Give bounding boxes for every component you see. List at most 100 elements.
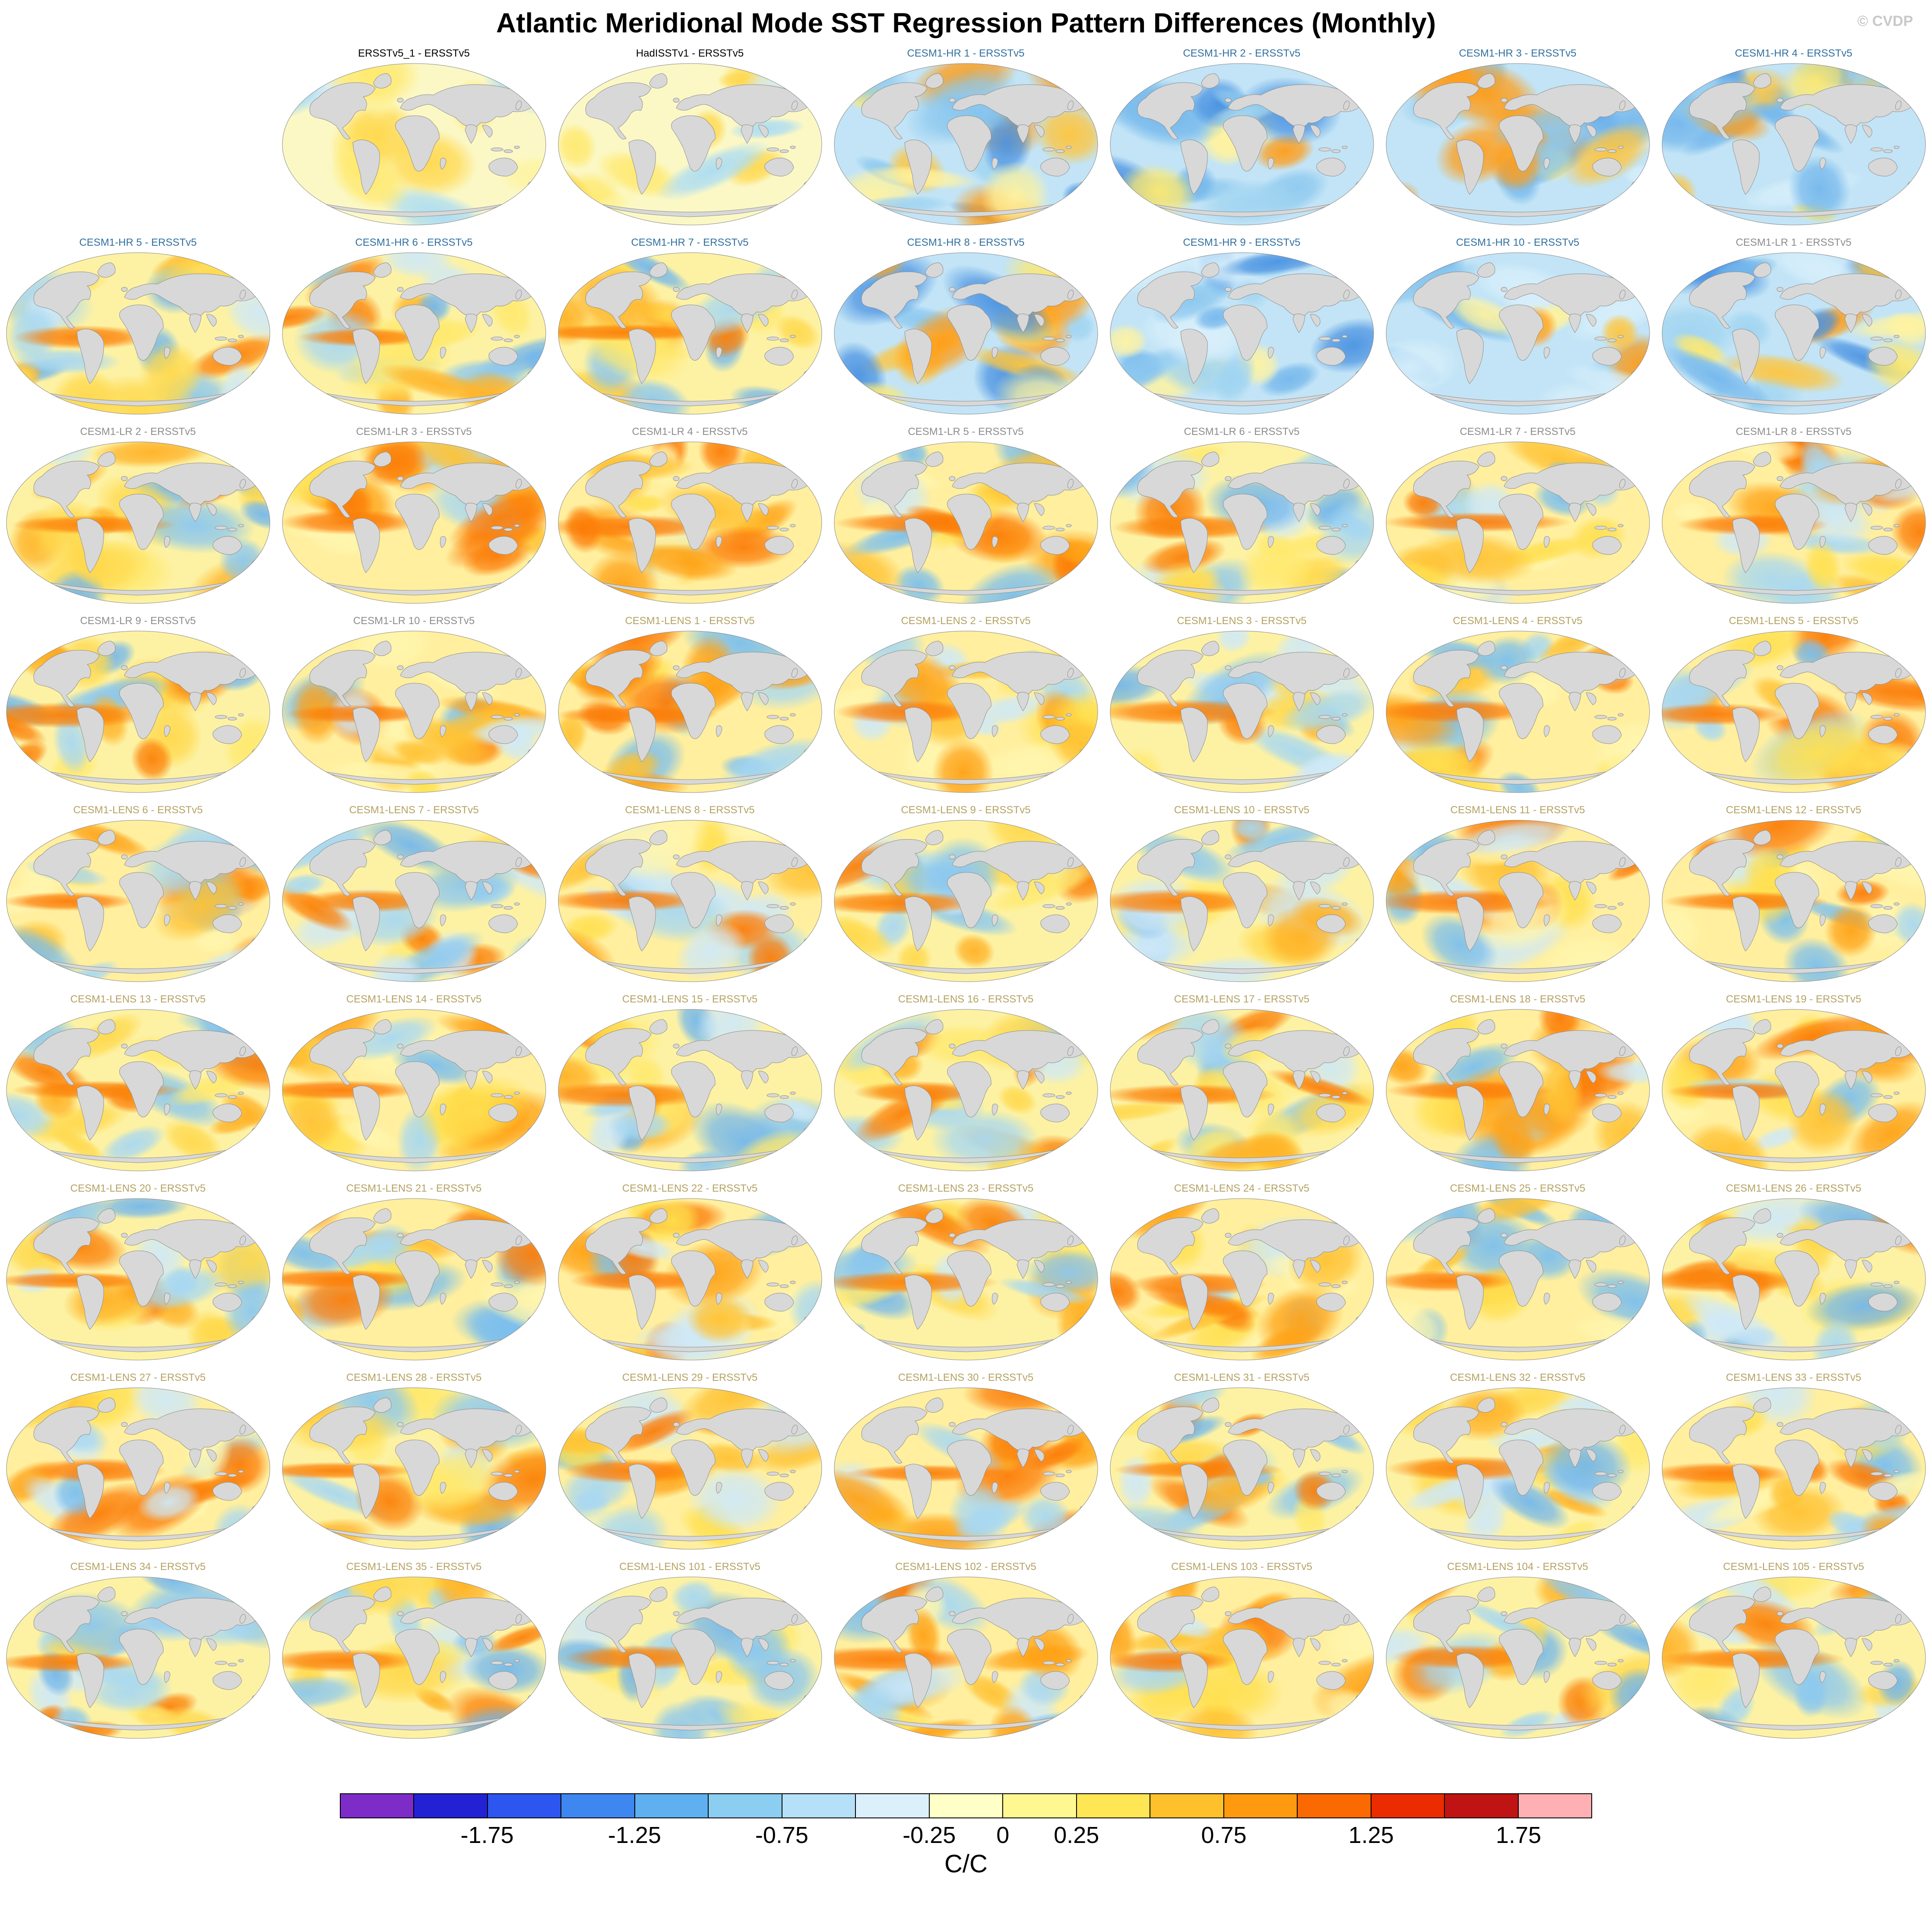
world-map — [1110, 1198, 1374, 1361]
continents — [1689, 73, 1912, 217]
map-panel: CESM1-LENS 15 - ERSSTv5 — [552, 986, 828, 1176]
map-panel: CESM1-LENS 102 - ERSSTv5 — [828, 1554, 1104, 1743]
world-map — [834, 631, 1098, 793]
colorbar-cell — [856, 1794, 930, 1817]
world-map — [1662, 441, 1926, 604]
panel-title: CESM1-LENS 101 - ERSSTv5 — [619, 1561, 760, 1573]
world-map — [834, 441, 1098, 604]
continents — [1689, 1397, 1912, 1541]
map-panel: CESM1-LENS 5 - ERSSTv5 — [1656, 608, 1932, 797]
world-map — [1662, 63, 1926, 225]
panel-title: CESM1-LENS 23 - ERSSTv5 — [898, 1183, 1034, 1194]
panel-title: CESM1-LENS 103 - ERSSTv5 — [1171, 1561, 1312, 1573]
world-map — [1110, 820, 1374, 982]
continents — [861, 641, 1084, 785]
continents — [585, 451, 808, 596]
map-panel: CESM1-HR 4 - ERSSTv5 — [1656, 41, 1932, 230]
world-map — [6, 1576, 270, 1739]
world-map — [558, 1198, 822, 1361]
panel-title: CESM1-LENS 5 - ERSSTv5 — [1729, 615, 1859, 627]
panel-title: CESM1-LENS 34 - ERSSTv5 — [70, 1561, 206, 1573]
continents — [309, 451, 532, 596]
panel-title: CESM1-LENS 3 - ERSSTv5 — [1177, 615, 1307, 627]
colorbar-cell — [1518, 1794, 1591, 1817]
panel-title: CESM1-LENS 30 - ERSSTv5 — [898, 1372, 1034, 1383]
world-map — [558, 252, 822, 415]
colorbar-tick-label: 1.25 — [1348, 1822, 1394, 1848]
colorbar-cell — [782, 1794, 856, 1817]
map-panel: CESM1-LR 1 - ERSSTv5 — [1656, 230, 1932, 419]
world-map — [282, 1198, 546, 1361]
world-map — [1110, 1009, 1374, 1171]
continents — [1137, 1019, 1360, 1163]
continents — [1137, 73, 1360, 217]
continents — [33, 451, 257, 596]
map-panel: CESM1-LENS 10 - ERSSTv5 — [1104, 797, 1380, 986]
continents — [309, 1397, 532, 1541]
world-map — [6, 1198, 270, 1361]
panel-title: CESM1-LENS 26 - ERSSTv5 — [1726, 1183, 1862, 1194]
continents — [33, 1208, 257, 1352]
world-map — [6, 441, 270, 604]
world-map — [834, 1198, 1098, 1361]
continents — [1689, 830, 1912, 974]
map-panel: CESM1-LR 8 - ERSSTv5 — [1656, 419, 1932, 608]
panel-title: CESM1-LENS 11 - ERSSTv5 — [1450, 804, 1585, 816]
world-map — [1662, 1009, 1926, 1171]
panel-title: CESM1-LR 7 - ERSSTv5 — [1460, 426, 1576, 438]
continents — [1413, 1586, 1636, 1731]
map-panel: CESM1-HR 5 - ERSSTv5 — [0, 230, 276, 419]
world-map — [1386, 63, 1650, 225]
figure-title: Atlantic Meridional Mode SST Regression … — [496, 7, 1436, 38]
colorbar-cell — [1445, 1794, 1519, 1817]
colorbar-tick-label: 0.75 — [1201, 1822, 1247, 1848]
continents — [861, 1397, 1084, 1541]
continents — [1137, 1586, 1360, 1731]
world-map — [834, 252, 1098, 415]
continents — [585, 1208, 808, 1352]
map-panel: CESM1-HR 8 - ERSSTv5 — [828, 230, 1104, 419]
world-map — [6, 1009, 270, 1171]
colorbar-cell — [1003, 1794, 1077, 1817]
panel-title: CESM1-LENS 24 - ERSSTv5 — [1174, 1183, 1310, 1194]
panel-title: CESM1-LENS 12 - ERSSTv5 — [1726, 804, 1862, 816]
map-panel: CESM1-LENS 8 - ERSSTv5 — [552, 797, 828, 986]
panel-title: CESM1-LENS 31 - ERSSTv5 — [1174, 1372, 1310, 1383]
panel-title: CESM1-LENS 28 - ERSSTv5 — [346, 1372, 482, 1383]
cvdp-watermark: © CVDP — [1857, 13, 1913, 29]
panel-title: CESM1-LR 5 - ERSSTv5 — [908, 426, 1024, 438]
continents — [33, 1397, 257, 1541]
continents — [1689, 1019, 1912, 1163]
world-map — [282, 1387, 546, 1550]
panel-title: CESM1-HR 7 - ERSSTv5 — [631, 237, 749, 248]
colorbar-tick-label: -1.25 — [608, 1822, 661, 1848]
panel-title: CESM1-LENS 19 - ERSSTv5 — [1726, 993, 1862, 1005]
world-map — [1662, 252, 1926, 415]
continents — [1413, 641, 1636, 785]
world-map — [834, 1576, 1098, 1739]
map-panel: CESM1-LENS 28 - ERSSTv5 — [276, 1365, 552, 1554]
continents — [861, 73, 1084, 217]
colorbar-cell — [1077, 1794, 1151, 1817]
panel-title: CESM1-LENS 20 - ERSSTv5 — [70, 1183, 206, 1194]
panel-title: CESM1-LENS 9 - ERSSTv5 — [901, 804, 1031, 816]
world-map — [1386, 1198, 1650, 1361]
continents — [1137, 451, 1360, 596]
panel-title: CESM1-HR 2 - ERSSTv5 — [1183, 48, 1301, 59]
colorbar-cell — [1150, 1794, 1224, 1817]
continents — [861, 1586, 1084, 1731]
continents — [33, 830, 257, 974]
panel-title: CESM1-LENS 13 - ERSSTv5 — [70, 993, 206, 1005]
continents — [1413, 1208, 1636, 1352]
map-panel: CESM1-LENS 14 - ERSSTv5 — [276, 986, 552, 1176]
colorbar-cell — [414, 1794, 488, 1817]
map-panel: CESM1-LR 2 - ERSSTv5 — [0, 419, 276, 608]
map-panel: CESM1-LR 4 - ERSSTv5 — [552, 419, 828, 608]
map-panel: ERSSTv5_1 - ERSSTv5 — [276, 41, 552, 230]
continents — [585, 1019, 808, 1163]
panel-title: CESM1-LR 2 - ERSSTv5 — [80, 426, 196, 438]
colorbar-tick-label: -0.75 — [755, 1822, 808, 1848]
panel-title: CESM1-LENS 17 - ERSSTv5 — [1174, 993, 1310, 1005]
colorbar-cell — [929, 1794, 1004, 1817]
panel-title: CESM1-LENS 104 - ERSSTv5 — [1447, 1561, 1588, 1573]
